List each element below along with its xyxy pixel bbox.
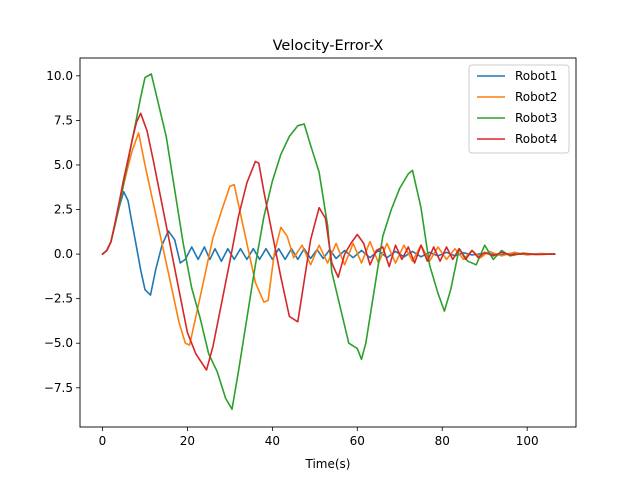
y-tick-label: 7.5 xyxy=(54,113,73,127)
legend-box xyxy=(468,64,570,154)
y-axis: −7.5 −5.0 −2.5 0.0 2.5 5.0 7.5 10.0 xyxy=(44,69,80,395)
series-layer xyxy=(101,73,556,411)
y-tick-label: −2.5 xyxy=(44,292,73,306)
legend-label-robot2: Robot2 xyxy=(515,90,557,104)
plot-frame xyxy=(79,57,577,428)
legend-entries: Robot1 Robot2 Robot3 Robot4 xyxy=(477,69,557,146)
y-tick-label: 0.0 xyxy=(54,247,73,261)
x-tick-label: 60 xyxy=(350,434,365,448)
y-tick-label: −7.5 xyxy=(44,381,73,395)
series-line-robot4 xyxy=(101,112,556,371)
x-axis: 0 20 40 60 80 100 xyxy=(99,427,539,448)
y-tick-label: 10.0 xyxy=(46,69,73,83)
x-tick-label: 80 xyxy=(435,434,450,448)
y-tick-label: 2.5 xyxy=(54,203,73,217)
legend: Robot1 Robot2 Robot3 Robot4 xyxy=(468,64,570,154)
x-tick-label: 20 xyxy=(180,434,195,448)
x-tick-label: 100 xyxy=(516,434,539,448)
plot-area xyxy=(79,57,577,428)
x-tick-label: 0 xyxy=(99,434,107,448)
series-line-robot2 xyxy=(101,132,556,346)
y-tick-label: 5.0 xyxy=(54,158,73,172)
legend-label-robot3: Robot3 xyxy=(515,111,557,125)
x-axis-label: Time(s) xyxy=(305,457,351,471)
y-tick-label: −5.0 xyxy=(44,336,73,350)
legend-label-robot1: Robot1 xyxy=(515,69,557,83)
chart-title: Velocity-Error-X xyxy=(273,38,384,54)
x-tick-label: 40 xyxy=(265,434,280,448)
series-line-robot3 xyxy=(101,73,556,411)
legend-label-robot4: Robot4 xyxy=(515,132,557,146)
